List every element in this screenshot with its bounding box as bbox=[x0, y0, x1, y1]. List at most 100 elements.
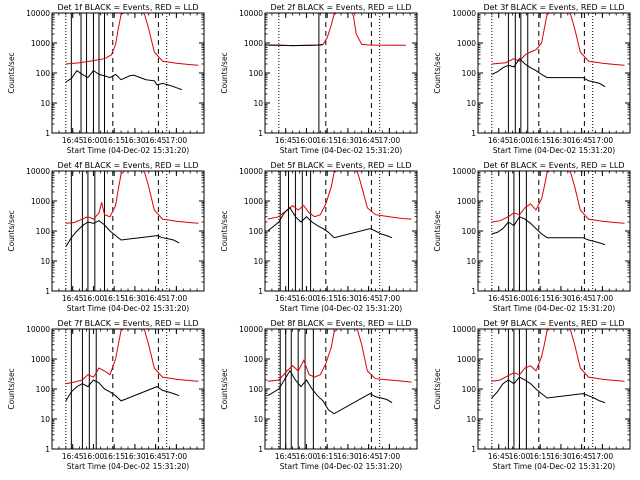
x-tick-label: 17:00 bbox=[379, 136, 401, 145]
x-tick-label: 17:00 bbox=[592, 294, 614, 303]
y-tick-label: 10 bbox=[253, 99, 263, 108]
y-tick-label: 1000 bbox=[457, 355, 476, 364]
plot-frame bbox=[264, 328, 418, 450]
x-tick-label: 16:15 bbox=[316, 294, 338, 303]
y-tick-label: 1000 bbox=[244, 355, 263, 364]
series-events bbox=[65, 69, 183, 91]
y-tick-label: 10000 bbox=[452, 325, 476, 334]
x-axis-label: Start Time (04-Dec-02 15:31:20) bbox=[67, 146, 189, 155]
y-axis-label: Counts/sec bbox=[433, 210, 442, 251]
det-7f-panel: Det 7f BLACK = Events, RED = LLD 1 10 100 10… bbox=[7, 319, 205, 471]
series-events bbox=[65, 220, 180, 247]
y-tick-label: 1000 bbox=[244, 39, 263, 48]
x-tick-label: 16:00 bbox=[296, 452, 318, 461]
panel-title: Det 5f BLACK = Events, RED = LLD bbox=[270, 161, 411, 170]
x-tick-label: 17:00 bbox=[379, 294, 401, 303]
y-tick-label: 1000 bbox=[31, 355, 50, 364]
y-tick-label: 10 bbox=[40, 257, 50, 266]
x-tick-label: 16:45 bbox=[62, 136, 84, 145]
y-tick-label: 1 bbox=[258, 445, 263, 454]
x-tick-label: 17:00 bbox=[166, 294, 188, 303]
x-tick-label: 17:00 bbox=[166, 136, 188, 145]
x-tick-label: 16:00 bbox=[83, 294, 105, 303]
x-tick-label: 16:45 bbox=[145, 452, 167, 461]
x-tick-label: 16:15 bbox=[529, 136, 551, 145]
y-tick-label: 10000 bbox=[26, 325, 50, 334]
y-tick-label: 100 bbox=[36, 69, 51, 78]
series-lld bbox=[65, 171, 199, 224]
plot-frame bbox=[477, 328, 631, 450]
y-tick-label: 100 bbox=[36, 227, 51, 236]
x-tick-label: 17:00 bbox=[379, 452, 401, 461]
x-tick-label: 16:00 bbox=[296, 294, 318, 303]
y-tick-label: 10000 bbox=[239, 9, 263, 18]
x-axis-label: Start Time (04-Dec-02 15:31:20) bbox=[493, 146, 615, 155]
x-axis-label: Start Time (04-Dec-02 15:31:20) bbox=[280, 304, 402, 313]
series-events bbox=[65, 379, 180, 402]
y-tick-label: 1 bbox=[471, 129, 476, 138]
x-axis-label: Start Time (04-Dec-02 15:31:20) bbox=[493, 304, 615, 313]
panel-title: Det 9f BLACK = Events, RED = LLD bbox=[483, 319, 624, 328]
y-tick-label: 10 bbox=[466, 415, 476, 424]
y-axis-label: Counts/sec bbox=[7, 210, 16, 251]
x-tick-label: 16:45 bbox=[62, 452, 84, 461]
y-tick-label: 1 bbox=[45, 129, 50, 138]
y-tick-label: 1000 bbox=[31, 39, 50, 48]
x-tick-label: 17:00 bbox=[592, 452, 614, 461]
x-tick-label: 17:00 bbox=[592, 136, 614, 145]
x-axis-label: Start Time (04-Dec-02 15:31:20) bbox=[67, 462, 189, 471]
x-tick-label: 16:00 bbox=[509, 294, 531, 303]
x-tick-label: 16:45 bbox=[358, 452, 380, 461]
x-tick-label: 16:30 bbox=[550, 136, 572, 145]
det-5f-panel: Det 5f BLACK = Events, RED = LLD 1 10 100 10… bbox=[220, 161, 418, 313]
x-tick-label: 16:15 bbox=[529, 294, 551, 303]
y-axis-label: Counts/sec bbox=[220, 368, 229, 409]
y-axis-label: Counts/sec bbox=[220, 210, 229, 251]
x-tick-label: 16:30 bbox=[124, 452, 146, 461]
panel-title: Det 3f BLACK = Events, RED = LLD bbox=[483, 3, 624, 12]
y-tick-label: 10 bbox=[466, 99, 476, 108]
y-tick-label: 1 bbox=[258, 129, 263, 138]
y-tick-label: 1000 bbox=[457, 39, 476, 48]
x-tick-label: 16:15 bbox=[103, 136, 125, 145]
x-tick-label: 16:00 bbox=[296, 136, 318, 145]
series-lld bbox=[491, 13, 625, 66]
det-8f-panel: Det 8f BLACK = Events, RED = LLD 1 10 100 10… bbox=[220, 319, 418, 471]
panel-title: Det 1f BLACK = Events, RED = LLD bbox=[57, 3, 198, 12]
x-tick-label: 16:00 bbox=[83, 452, 105, 461]
plot-frame bbox=[264, 170, 418, 292]
x-tick-label: 16:00 bbox=[83, 136, 105, 145]
y-axis-label: Counts/sec bbox=[433, 52, 442, 93]
x-tick-label: 16:30 bbox=[550, 452, 572, 461]
series-events bbox=[267, 369, 393, 415]
y-axis-label: Counts/sec bbox=[220, 52, 229, 93]
det-4f-panel: Det 4f BLACK = Events, RED = LLD 1 10 100 10… bbox=[7, 161, 205, 313]
series-lld bbox=[267, 171, 412, 220]
y-axis-label: Counts/sec bbox=[433, 368, 442, 409]
y-tick-label: 100 bbox=[249, 69, 264, 78]
x-axis-label: Start Time (04-Dec-02 15:31:20) bbox=[280, 462, 402, 471]
x-tick-label: 16:45 bbox=[275, 136, 297, 145]
y-tick-label: 1 bbox=[258, 287, 263, 296]
y-tick-label: 10000 bbox=[26, 9, 50, 18]
y-tick-label: 10 bbox=[40, 415, 50, 424]
y-tick-label: 1000 bbox=[244, 197, 263, 206]
x-tick-label: 16:45 bbox=[488, 136, 510, 145]
y-tick-label: 10000 bbox=[26, 167, 50, 176]
det-1f-panel: Det 1f BLACK = Events, RED = LLD 1 10 100 10… bbox=[7, 3, 205, 155]
x-tick-label: 16:45 bbox=[275, 452, 297, 461]
x-tick-label: 16:45 bbox=[488, 294, 510, 303]
plot-frame bbox=[477, 170, 631, 292]
series-events bbox=[491, 216, 606, 246]
series-lld bbox=[491, 171, 625, 224]
x-tick-label: 16:15 bbox=[529, 452, 551, 461]
x-tick-label: 16:45 bbox=[62, 294, 84, 303]
x-tick-label: 16:45 bbox=[571, 452, 593, 461]
y-tick-label: 100 bbox=[36, 385, 51, 394]
y-tick-label: 1 bbox=[471, 445, 476, 454]
x-tick-label: 16:45 bbox=[571, 136, 593, 145]
series-lld bbox=[65, 13, 199, 66]
series-events bbox=[491, 57, 606, 88]
det-9f-panel: Det 9f BLACK = Events, RED = LLD 1 10 100 10… bbox=[433, 319, 631, 471]
x-axis-label: Start Time (04-Dec-02 15:31:20) bbox=[493, 462, 615, 471]
